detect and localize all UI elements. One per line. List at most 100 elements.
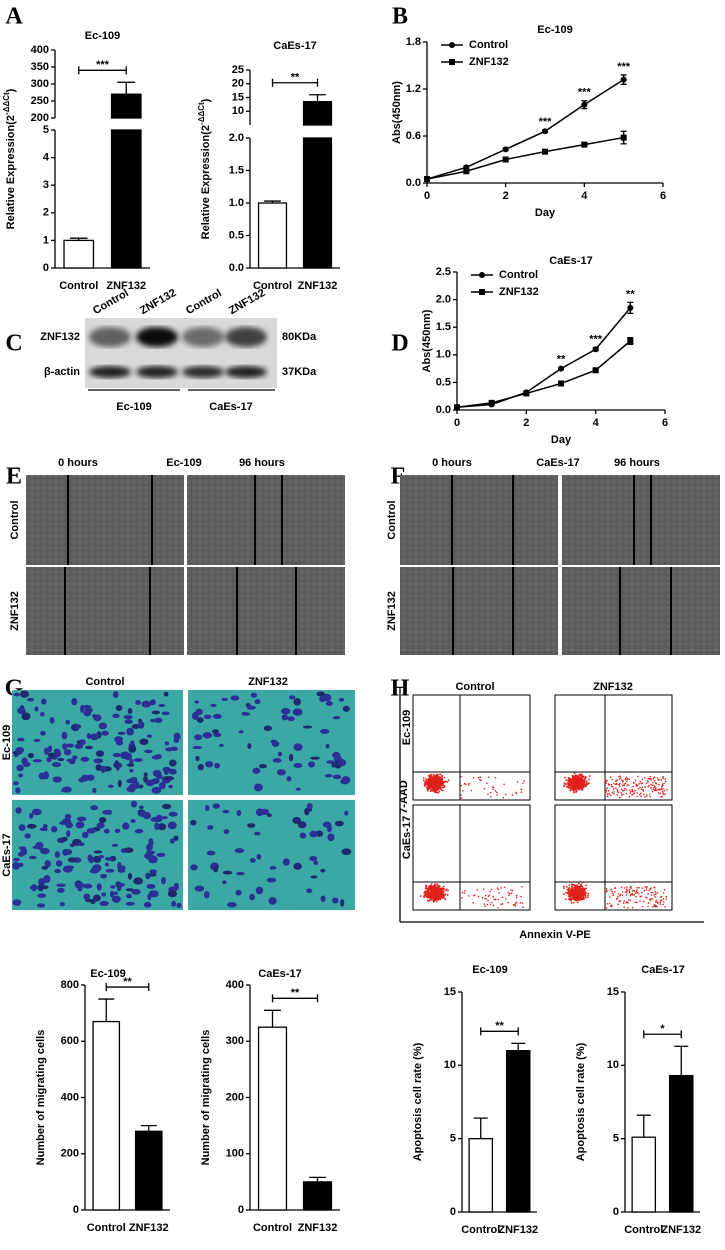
flow-event (490, 903, 492, 905)
flow-event (570, 787, 572, 789)
flow-event (484, 905, 486, 907)
flow-event (483, 903, 485, 905)
marker (627, 338, 633, 344)
time-label: 96 hours (239, 457, 285, 469)
flow-event (423, 780, 425, 782)
y-tick-label: 3 (43, 179, 49, 191)
y-tick-label: 0.0 (406, 177, 421, 189)
flow-event (426, 885, 428, 887)
flow-event (438, 777, 440, 779)
stained-cell (62, 743, 67, 750)
y-tick-label: 0 (613, 1206, 619, 1218)
flow-event (574, 890, 576, 892)
blot-group-label: Ec-109 (116, 401, 151, 413)
stained-cell (92, 788, 96, 793)
stained-cell (77, 817, 87, 822)
flow-event (650, 898, 652, 900)
bar (259, 1027, 287, 1210)
row-label: Control (9, 500, 21, 539)
flow-event (495, 899, 497, 901)
flow-event (434, 896, 436, 898)
stained-cell (118, 780, 122, 788)
stained-cell (298, 821, 307, 828)
stained-cell (281, 708, 290, 715)
y-tick-label: 10 (444, 1059, 456, 1071)
flow-event (632, 894, 634, 896)
flow-event (508, 894, 510, 896)
y-tick-label: 0 (73, 1204, 79, 1216)
flow-event (621, 789, 623, 791)
flow-event (460, 794, 462, 796)
stained-cell (105, 857, 113, 860)
flow-event (425, 892, 427, 894)
flow-event (516, 895, 518, 897)
stained-cell (128, 745, 136, 752)
stained-cell (272, 741, 280, 747)
stained-cell (323, 822, 332, 828)
blot-band (225, 327, 267, 347)
flow-event (424, 784, 426, 786)
flow-event (497, 899, 499, 901)
flow-event (633, 792, 635, 794)
panel-letter: E (6, 464, 22, 490)
row-label: ZNF132 (386, 591, 398, 631)
flow-event (439, 774, 441, 776)
flow-event (493, 905, 495, 907)
flow-event (580, 884, 582, 886)
flow-event (664, 906, 666, 908)
flow-event (426, 779, 428, 781)
flow-event (428, 779, 430, 781)
stained-cell (97, 883, 102, 891)
stained-cell (116, 705, 123, 711)
stained-cell (24, 833, 30, 838)
y-tick-label: 1.0 (436, 349, 451, 361)
flow-event (632, 794, 634, 796)
flow-event (427, 790, 429, 792)
flow-event (581, 896, 583, 898)
stained-cell (40, 712, 45, 717)
stained-cell (123, 715, 132, 719)
stained-cell (138, 721, 144, 729)
flow-event (659, 902, 661, 904)
flow-event (462, 892, 464, 894)
flow-event (627, 784, 629, 786)
flow-event (572, 780, 574, 782)
stained-cell (335, 821, 344, 827)
stained-cell (130, 819, 135, 823)
stained-cell (173, 737, 179, 743)
blot-band (136, 366, 178, 378)
stained-cell (296, 788, 301, 791)
flow-event (654, 896, 656, 898)
flow-event (440, 898, 442, 900)
flow-event (437, 897, 439, 899)
flow-event (573, 888, 575, 890)
flow-event (430, 889, 432, 891)
stained-cell (18, 773, 23, 777)
flow-event (658, 792, 660, 794)
series-line (457, 308, 630, 407)
flow-event (606, 888, 608, 890)
stained-cell (308, 761, 315, 767)
y-tick-label: 0.6 (406, 130, 421, 142)
panel-letter: C (5, 331, 22, 357)
flow-event (646, 887, 648, 889)
flow-event (661, 786, 663, 788)
y-axis-label-part: Relative Expression(2 (5, 115, 17, 229)
flow-event (636, 889, 638, 891)
stained-cell (332, 897, 339, 903)
wound-image (400, 475, 558, 565)
stained-cell (126, 902, 135, 906)
stained-cell (75, 743, 84, 749)
x-tick-label: 4 (593, 417, 600, 429)
flow-event (433, 899, 435, 901)
stained-cell (247, 706, 256, 710)
blot-row-label: β-actin (44, 366, 80, 378)
stained-cell (135, 829, 144, 833)
stained-cell (27, 824, 37, 829)
stained-cell (118, 868, 126, 873)
stained-cell (30, 885, 38, 890)
stained-cell (126, 894, 132, 899)
flow-event (568, 884, 570, 886)
legend-label: Control (499, 269, 538, 281)
blot-band (225, 366, 267, 378)
